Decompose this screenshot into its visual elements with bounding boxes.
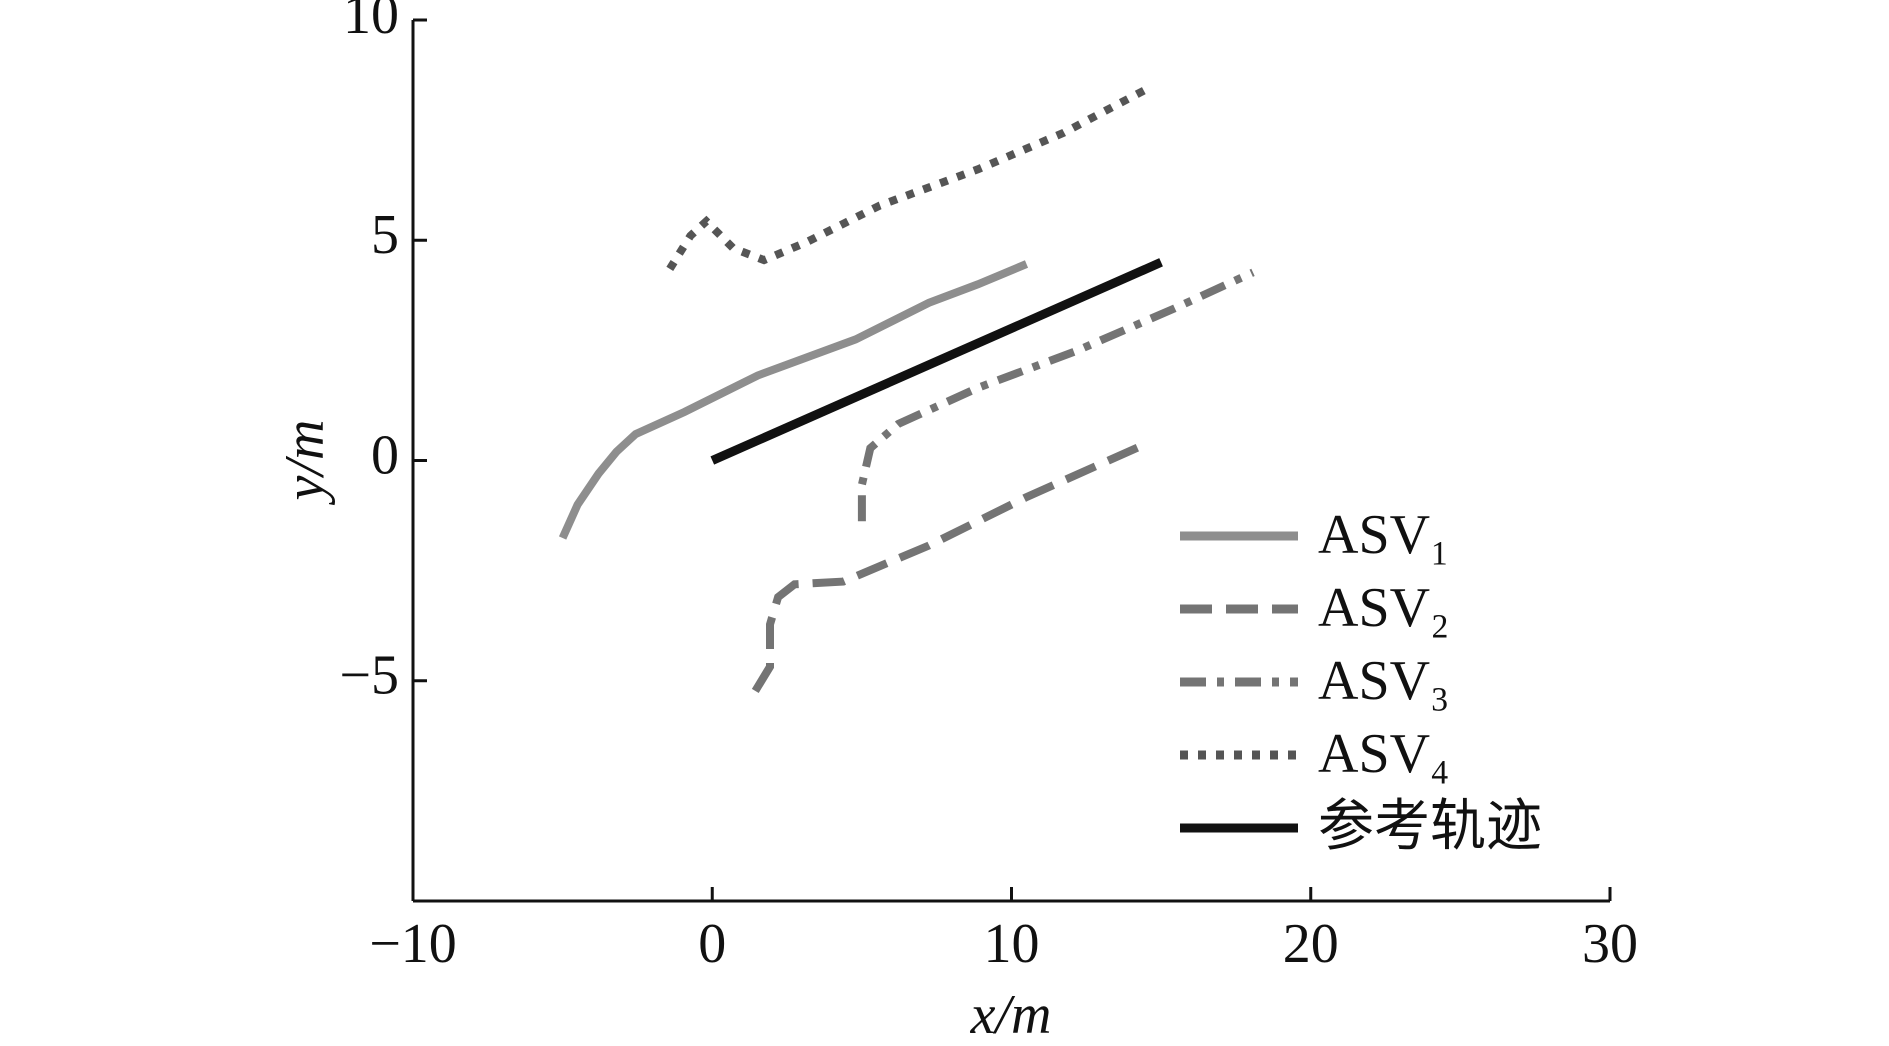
y-tick-label: 10 xyxy=(343,0,399,46)
legend-label: 参考轨迹 xyxy=(1318,796,1542,858)
x-axis-label: x/m xyxy=(970,984,1052,1046)
series-line xyxy=(666,84,1152,272)
legend-label: ASV₂ xyxy=(1318,577,1450,639)
x-tick-label: 0 xyxy=(698,913,726,975)
x-tick-label: 30 xyxy=(1582,913,1638,975)
series-line xyxy=(857,268,1255,522)
x-tick-label: −10 xyxy=(369,913,457,975)
series-line xyxy=(710,258,1163,465)
legend-label: ASV₄ xyxy=(1318,723,1450,785)
series-line xyxy=(751,438,1151,693)
y-tick-label: 0 xyxy=(371,424,399,486)
legend-label: ASV₁ xyxy=(1318,504,1450,566)
x-tick-label: 10 xyxy=(984,913,1040,975)
legend-label: ASV₃ xyxy=(1318,650,1450,712)
y-tick-label: −5 xyxy=(339,645,399,707)
series-line xyxy=(558,260,1029,540)
y-axis-label: y/m xyxy=(274,420,336,506)
y-tick-label: 5 xyxy=(371,204,399,266)
x-tick-label: 20 xyxy=(1283,913,1339,975)
